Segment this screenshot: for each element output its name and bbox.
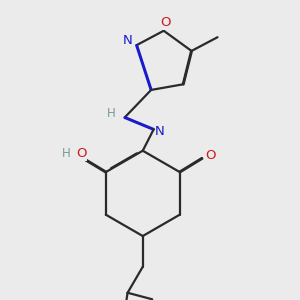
- Text: H: H: [106, 107, 115, 120]
- Text: O: O: [205, 149, 215, 162]
- Text: O: O: [160, 16, 171, 29]
- Text: O: O: [76, 148, 86, 160]
- Text: H: H: [62, 148, 70, 160]
- Text: N: N: [155, 125, 165, 138]
- Text: N: N: [123, 34, 132, 47]
